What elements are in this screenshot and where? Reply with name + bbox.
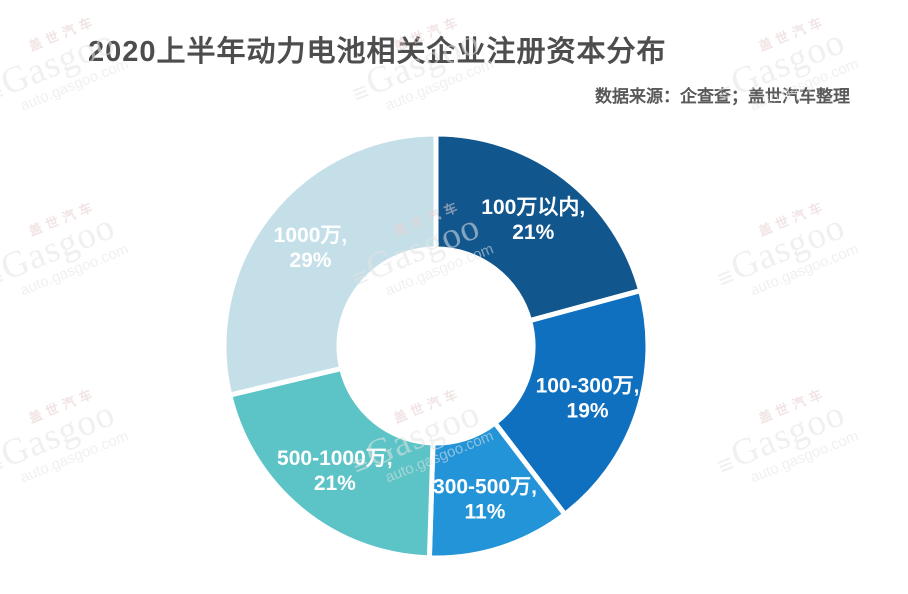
data-source-note: 数据来源：企查查；盖世汽车整理 (595, 87, 850, 106)
slice-label-0: 100万以内, 21% (481, 195, 585, 244)
slice-label-3: 500-1000万, 21% (277, 447, 393, 495)
donut-slice-0 (433, 131, 644, 324)
slice-label-1: 100-300万, 19% (536, 374, 640, 422)
page-title: 2020上半年动力电池相关企业注册资本分布 (88, 36, 667, 68)
slice-label-2: 300-500万, 11% (433, 475, 537, 523)
slice-label-4: 1000万, 29% (274, 224, 348, 272)
donut-slice-3 (227, 365, 436, 561)
donut-slice-4 (221, 131, 439, 398)
donut-slice-1 (492, 288, 651, 517)
